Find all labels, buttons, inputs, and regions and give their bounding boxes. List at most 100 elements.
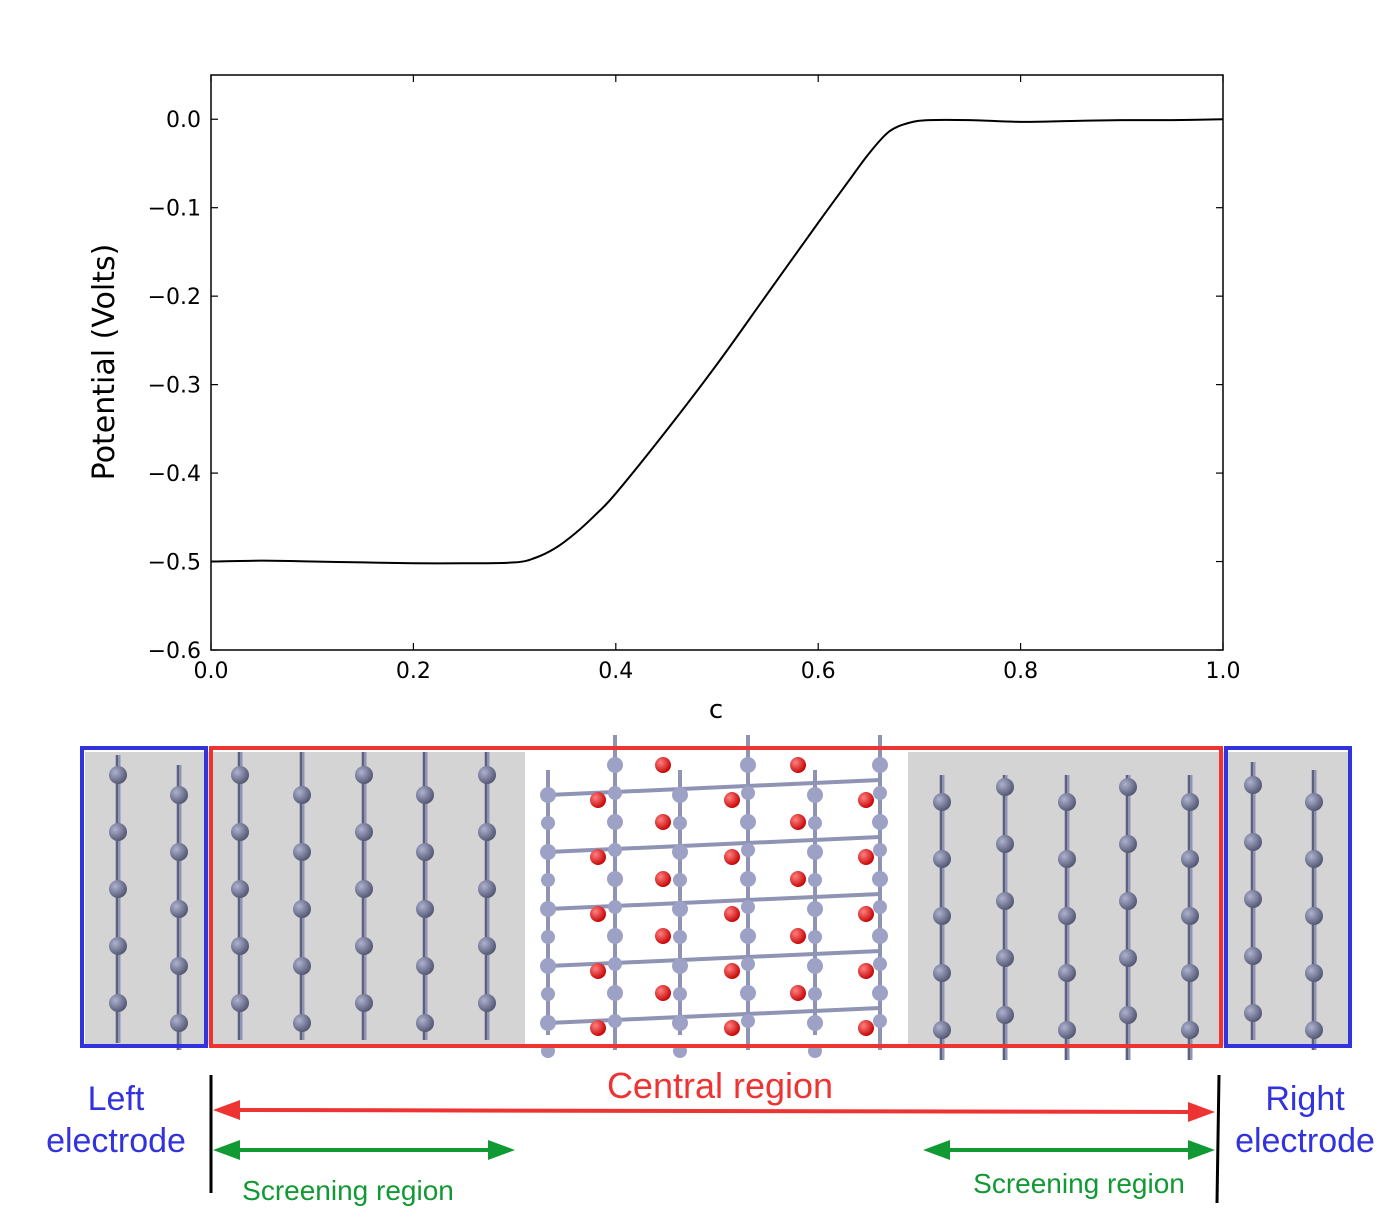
metal-atom — [541, 873, 555, 887]
oxygen-atom — [790, 757, 806, 773]
metal-atom — [1181, 850, 1199, 868]
oxygen-atom — [858, 1020, 874, 1036]
oxygen-atom — [655, 871, 671, 887]
left-electrode-box — [80, 746, 208, 1048]
metal-atom — [1244, 776, 1262, 794]
y-tick-label: −0.4 — [148, 462, 201, 487]
metal-atom — [608, 957, 622, 971]
metal-atom — [231, 880, 249, 898]
x-tick-label: 0.4 — [598, 659, 633, 684]
oxygen-atom — [724, 906, 740, 922]
metal-atom — [741, 900, 755, 914]
metal-atom — [808, 816, 822, 830]
metal-atom — [933, 964, 951, 982]
metal-atom — [933, 1021, 951, 1039]
central-region-arrow — [213, 1100, 1215, 1122]
metal-atom — [109, 823, 127, 841]
left-electrode-label-line1: Left — [88, 1080, 145, 1118]
y-tick-label: −0.3 — [148, 374, 201, 399]
metal-atom — [607, 814, 623, 830]
metal-atom — [808, 987, 822, 1001]
metal-atom — [478, 937, 496, 955]
screening-region-right-label: Screening region — [973, 1168, 1185, 1199]
oxygen-atom — [790, 871, 806, 887]
metal-atom — [807, 1015, 823, 1031]
oxygen-atom — [790, 928, 806, 944]
metal-atom — [741, 957, 755, 971]
y-axis-label: Potential (Volts) — [87, 244, 122, 481]
metal-atom — [416, 1014, 434, 1032]
metal-atom — [740, 757, 756, 773]
metal-atom — [1058, 793, 1076, 811]
metal-atom — [478, 823, 496, 841]
x-tick-label: 0.0 — [194, 659, 229, 684]
oxygen-atom — [790, 985, 806, 1001]
metal-atom — [1119, 778, 1137, 796]
metal-atom — [873, 900, 887, 914]
metal-atom — [873, 1014, 887, 1028]
metal-atom — [1181, 964, 1199, 982]
metal-atom — [672, 958, 688, 974]
metal-atom — [996, 949, 1014, 967]
metal-atom — [231, 823, 249, 841]
metal-atom — [1305, 850, 1323, 868]
metal-atom — [1058, 907, 1076, 925]
metal-atom — [1244, 890, 1262, 908]
metal-atom — [1119, 835, 1137, 853]
metal-atom — [807, 787, 823, 803]
oxygen-atom — [655, 757, 671, 773]
metal-atom — [541, 987, 555, 1001]
metal-atom — [996, 1006, 1014, 1024]
y-axis-ticks: 0.0 −0.1 −0.2 −0.3 −0.4 −0.5 −0.6 — [148, 108, 1223, 664]
screening-region-left-label: Screening region — [242, 1175, 454, 1206]
x-axis-label: c — [709, 695, 723, 725]
oxygen-atom — [724, 963, 740, 979]
oxygen-atom — [590, 963, 606, 979]
oxide-bond — [547, 892, 881, 911]
metal-atom — [608, 1014, 622, 1028]
oxygen-atom — [590, 849, 606, 865]
metal-atom — [109, 937, 127, 955]
metal-atom — [873, 843, 887, 857]
plot-frame — [210, 74, 1224, 651]
x-tick-label: 0.2 — [396, 659, 431, 684]
metal-atom — [1119, 949, 1137, 967]
metal-atom — [872, 985, 888, 1001]
metal-atom — [1305, 1021, 1323, 1039]
oxygen-atom — [724, 849, 740, 865]
potential-curve — [210, 118, 1224, 565]
metal-atom — [1119, 892, 1137, 910]
metal-atom — [1244, 1004, 1262, 1022]
metal-atom — [540, 901, 556, 917]
metal-atom — [672, 787, 688, 803]
y-tick-label: −0.2 — [148, 285, 201, 310]
atomic-structure — [109, 735, 1323, 1060]
metal-atom — [478, 880, 496, 898]
device-structure-diagram: Left electrode Central region Right elec… — [46, 735, 1375, 1206]
oxygen-atom — [858, 963, 874, 979]
metal-atom — [293, 843, 311, 861]
metal-atom — [170, 786, 188, 804]
central-region-label: Central region — [607, 1065, 833, 1106]
metal-atom — [933, 793, 951, 811]
metal-atom — [740, 814, 756, 830]
metal-atom — [231, 766, 249, 784]
metal-atom — [478, 994, 496, 1012]
metal-atom — [416, 957, 434, 975]
metal-atom — [355, 937, 373, 955]
metal-atom — [1181, 793, 1199, 811]
metal-atom — [355, 880, 373, 898]
metal-atom — [608, 900, 622, 914]
oxygen-atom — [858, 849, 874, 865]
metal-atom — [1058, 964, 1076, 982]
metal-atom — [231, 994, 249, 1012]
metal-atom — [540, 1015, 556, 1031]
metal-atom — [1244, 833, 1262, 851]
metal-atom — [607, 757, 623, 773]
metal-atom — [740, 928, 756, 944]
oxygen-atom — [724, 1020, 740, 1036]
metal-atom — [109, 880, 127, 898]
oxide-bond — [547, 1006, 881, 1025]
y-tick-label: −0.6 — [148, 639, 201, 664]
metal-atom — [541, 816, 555, 830]
